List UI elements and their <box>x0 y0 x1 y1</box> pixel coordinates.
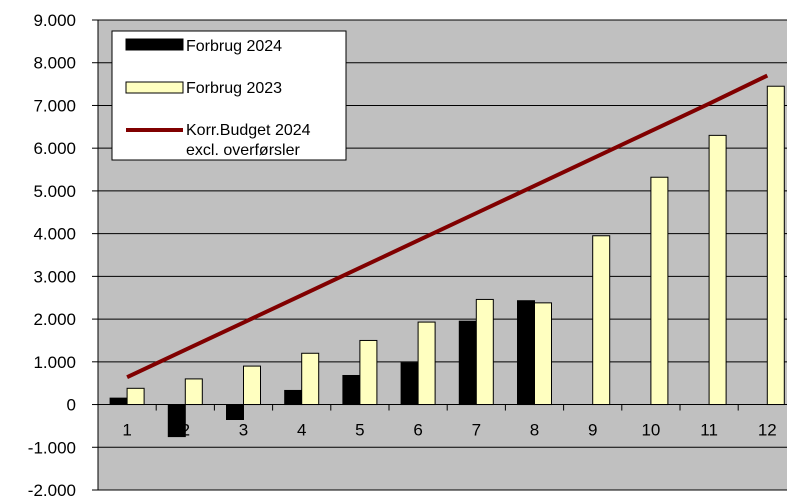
bar-forbrug-2023 <box>475 298 494 406</box>
bar-forbrug-2023 <box>301 352 320 406</box>
bar-forbrug-2024 <box>342 374 361 406</box>
bar-forbrug-2023 <box>126 387 145 406</box>
y-tick-label: 1.000 <box>33 353 76 372</box>
bar-forbrug-2024 <box>284 389 303 406</box>
bar-forbrug-2023 <box>766 85 785 406</box>
y-tick-label: 8.000 <box>33 54 76 73</box>
bar-forbrug-2024 <box>400 362 419 406</box>
bar-forbrug-2023 <box>592 235 611 406</box>
y-tick-label: 9.000 <box>33 11 76 30</box>
bar-forbrug-2023 <box>708 134 727 406</box>
x-tick-label: 4 <box>297 421 306 440</box>
legend-label-budget-line2: excl. overførsler <box>186 142 300 159</box>
x-tick-label: 6 <box>413 421 422 440</box>
y-tick-label: 4.000 <box>33 225 76 244</box>
legend-label-budget-line1: Korr.Budget 2024 <box>186 122 311 139</box>
y-tick-label: 5.000 <box>33 182 76 201</box>
bar-forbrug-2023 <box>359 339 378 406</box>
legend: Forbrug 2024 Forbrug 2023 Korr.Budget 20… <box>111 30 347 161</box>
bar-forbrug-2024 <box>226 404 244 420</box>
x-tick-label: 9 <box>588 421 597 440</box>
bar-forbrug-2024 <box>109 397 128 406</box>
x-tick-label: 12 <box>758 421 777 440</box>
x-tick-label: 2 <box>181 421 190 440</box>
y-tick-label: 6.000 <box>33 139 76 158</box>
legend-swatch-forbrug-2024 <box>125 38 184 51</box>
legend-swatch-forbrug-2023 <box>125 81 184 94</box>
bar-forbrug-2023 <box>650 176 669 406</box>
y-tick-label: 0 <box>67 396 76 415</box>
y-tick-label: 3.000 <box>33 267 76 286</box>
bar-forbrug-2024 <box>517 300 535 406</box>
bar-forbrug-2023 <box>184 378 203 406</box>
budget-line <box>126 73 769 380</box>
y-tick-label: -1.000 <box>28 438 76 457</box>
x-tick-label: 3 <box>239 421 248 440</box>
y-tick-label: 7.000 <box>33 96 76 115</box>
axes: -2.000 -1.000 0 1.000 2.000 3.000 4.000 5.000 6.… <box>28 11 787 498</box>
x-tick-label: 5 <box>355 421 364 440</box>
y-tick-label: 2.000 <box>33 310 76 329</box>
budget-line-layer <box>126 73 769 380</box>
bars <box>109 85 785 438</box>
legend-box <box>111 30 347 161</box>
legend-label-forbrug-2023: Forbrug 2023 <box>186 80 282 97</box>
legend-label-forbrug-2024: Forbrug 2024 <box>186 38 282 55</box>
x-tick-label: 7 <box>472 421 481 440</box>
bar-forbrug-2023 <box>534 302 552 406</box>
x-tick-label: 10 <box>641 421 660 440</box>
x-tick-label: 8 <box>530 421 539 440</box>
bar-forbrug-2023 <box>417 321 436 406</box>
x-tick-label: 1 <box>122 421 131 440</box>
x-tick-label: 11 <box>700 421 718 440</box>
bar-forbrug-2024 <box>458 320 477 406</box>
y-tick-label: -2.000 <box>28 481 76 498</box>
bar-forbrug-2023 <box>243 365 261 406</box>
